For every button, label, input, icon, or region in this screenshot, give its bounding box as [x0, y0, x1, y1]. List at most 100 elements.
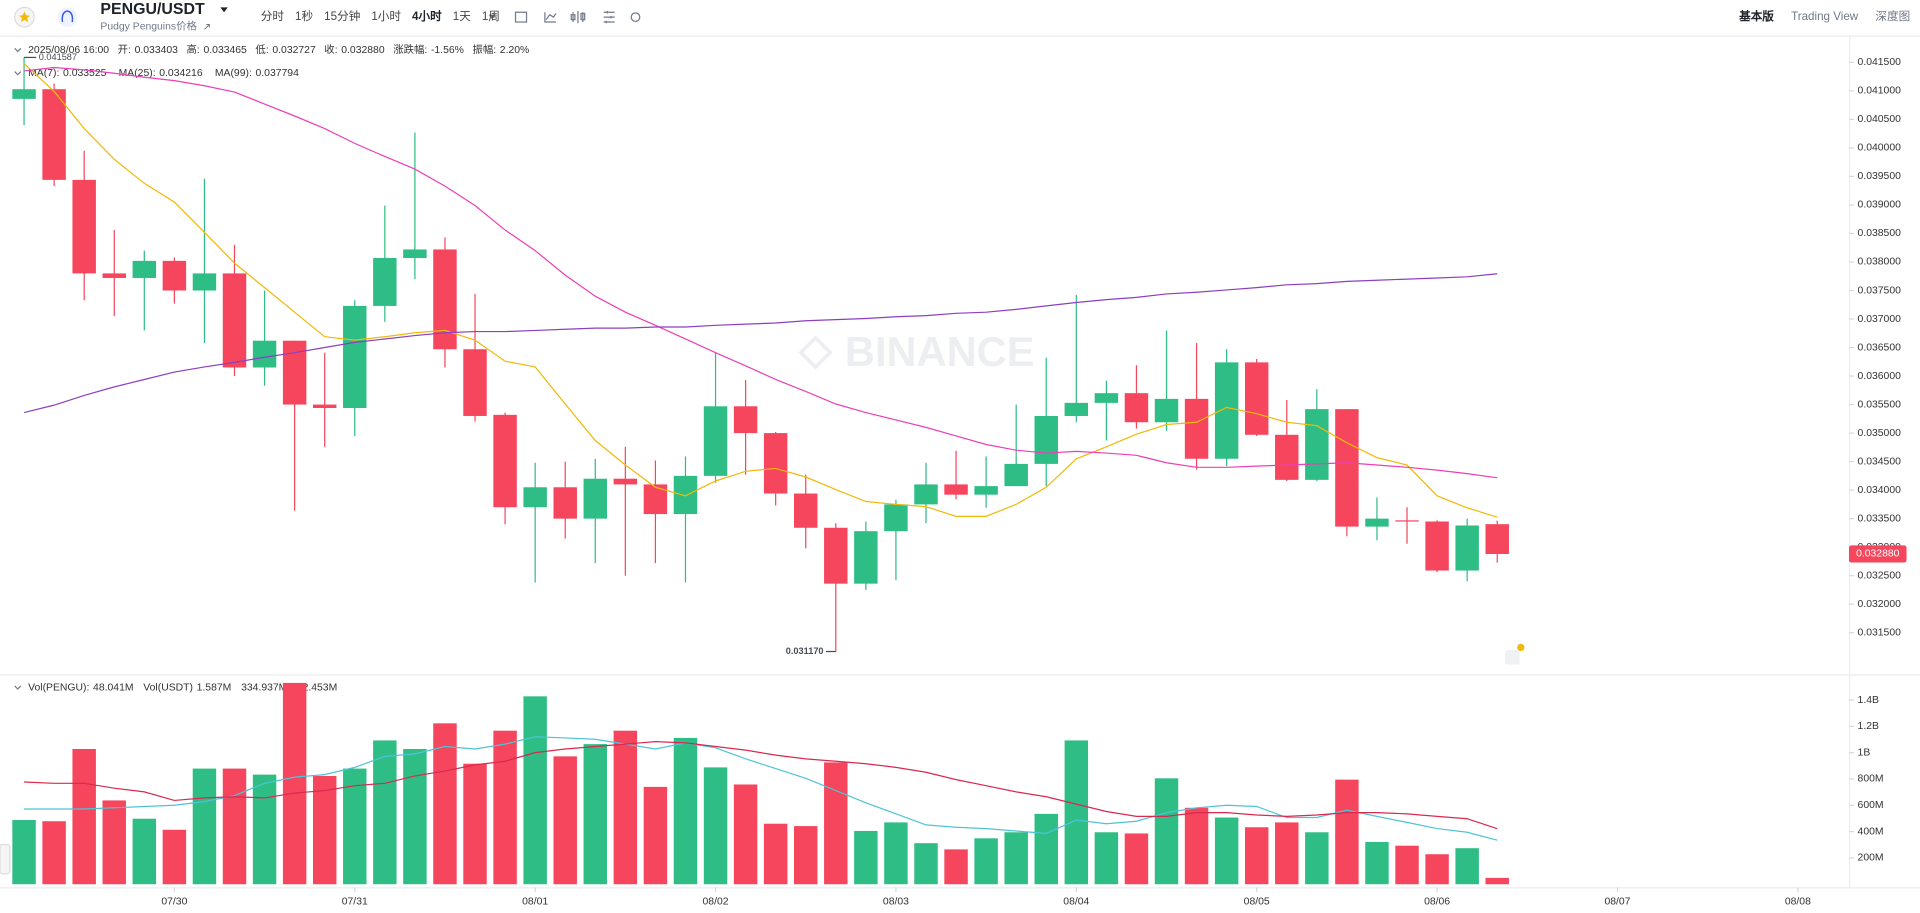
- token-logo-mark: [61, 10, 74, 23]
- volume-bar: [673, 737, 698, 885]
- volume-bar: [102, 800, 126, 885]
- candle-body: [1124, 393, 1149, 423]
- candle-body: [523, 487, 547, 508]
- y-tick-label: 0.034500: [1858, 456, 1902, 467]
- calendar-icon[interactable]: [514, 11, 528, 23]
- ma-legend-value: 0.034216: [159, 68, 203, 79]
- y-tick-label: 0.039500: [1858, 171, 1902, 182]
- vol-y-tick-label: 1B: [1858, 747, 1871, 758]
- volume-bar: [192, 768, 217, 885]
- volume-bar: [132, 818, 157, 885]
- volume-bar: [583, 744, 608, 885]
- volume-bar: [523, 696, 547, 885]
- view-tab[interactable]: 基本版: [1738, 9, 1774, 23]
- candle-body: [733, 406, 758, 434]
- volume-bar: [162, 829, 187, 885]
- y-tick-label: 0.035500: [1858, 399, 1902, 410]
- candle-body: [1034, 415, 1058, 464]
- volume-bar: [493, 730, 517, 885]
- info-value: 0.033465: [204, 45, 248, 56]
- candle-type-icon[interactable]: [570, 11, 586, 24]
- last-price-tag: [1848, 545, 1907, 563]
- volume-bar: [1275, 822, 1299, 885]
- assistant-icon[interactable]: [1504, 649, 1520, 665]
- settings-icon[interactable]: [630, 12, 641, 23]
- candle-body: [433, 249, 457, 350]
- info-value: 0.032727: [272, 45, 316, 56]
- interval-tab[interactable]: 4小时: [412, 9, 442, 23]
- y-tick-label: 0.038000: [1858, 257, 1902, 268]
- view-tab[interactable]: 深度图: [1875, 9, 1910, 23]
- candle-body: [493, 414, 517, 508]
- collapse-icon[interactable]: [14, 47, 22, 53]
- candle-body: [162, 260, 187, 291]
- vol-y-tick-label: 400M: [1858, 826, 1884, 837]
- candle-body: [343, 305, 367, 408]
- interval-tab[interactable]: 分时: [261, 10, 285, 23]
- volume-bar: [854, 830, 878, 885]
- candle-body: [1244, 362, 1269, 435]
- x-tick-label: 08/05: [1244, 897, 1270, 908]
- y-tick-label: 0.036500: [1858, 342, 1902, 353]
- candle-body: [763, 433, 788, 494]
- volume-bar: [613, 730, 638, 885]
- candle-body: [583, 478, 608, 519]
- indicator-icon[interactable]: [544, 12, 557, 23]
- x-tick-label: 08/06: [1424, 897, 1450, 908]
- last-price-label: 0.032880: [1856, 549, 1900, 560]
- interval-more[interactable]: [488, 14, 496, 20]
- info-label: 低:: [255, 43, 268, 56]
- external-link-icon: [204, 23, 210, 30]
- volume-bar: [733, 784, 758, 885]
- view-tab[interactable]: Trading View: [1791, 10, 1859, 23]
- vol-y-tick-label: 600M: [1858, 800, 1884, 811]
- candle-body: [373, 258, 397, 306]
- volume-bar: [1425, 854, 1449, 885]
- symbol[interactable]: PENGU/USDT: [100, 1, 205, 18]
- y-tick-label: 0.037500: [1858, 285, 1902, 296]
- candle-body: [1395, 520, 1419, 522]
- info-value: 2.20%: [500, 45, 529, 56]
- side-scroll-handle[interactable]: [0, 843, 11, 875]
- y-tick-label: 0.038500: [1858, 228, 1902, 239]
- assistant-badge: [1517, 643, 1525, 652]
- volume-bar: [252, 774, 277, 885]
- candle-body: [1094, 393, 1119, 403]
- collapse-icon[interactable]: [14, 685, 22, 690]
- collapse-icon[interactable]: [14, 71, 22, 76]
- candle-body: [1064, 402, 1089, 416]
- ma-legend-value: 0.037794: [256, 68, 300, 79]
- candle-body: [703, 406, 728, 476]
- volume-bar: [944, 849, 968, 885]
- candle-body: [854, 531, 878, 584]
- interval-tab[interactable]: 1周: [482, 10, 500, 23]
- info-value: 0.033403: [135, 45, 179, 56]
- candle-body: [884, 504, 908, 532]
- x-tick-label: 08/02: [703, 897, 729, 908]
- low-marker-label: 0.031170: [786, 646, 824, 656]
- volume-bar: [312, 775, 337, 885]
- volume-bar: [42, 821, 66, 885]
- info-label: 振幅:: [472, 43, 496, 56]
- vol-ma-value: 334.937M: [241, 683, 287, 694]
- candle-body: [1455, 525, 1479, 571]
- y-tick-label: 0.032000: [1858, 599, 1902, 610]
- interval-tab[interactable]: 1天: [453, 10, 471, 23]
- candle-body: [12, 89, 36, 99]
- symbol-dropdown[interactable]: [220, 7, 228, 13]
- candle-body: [1275, 434, 1299, 480]
- settings-list-icon[interactable]: [603, 11, 615, 24]
- watermark-diamond: [798, 335, 833, 370]
- y-tick-label: 0.035000: [1858, 428, 1902, 439]
- candle-body: [1214, 362, 1239, 459]
- volume-bar: [974, 838, 998, 885]
- candle-body: [553, 487, 577, 519]
- volume-bar: [282, 682, 307, 885]
- interval-tab[interactable]: 15分钟: [324, 9, 360, 23]
- vol-legend-name: Vol(PENGU):: [28, 683, 89, 694]
- x-tick-label: 08/07: [1604, 897, 1630, 908]
- subtitle[interactable]: Pudgy Penguins价格: [100, 20, 197, 33]
- interval-tab[interactable]: 1小时: [371, 10, 401, 23]
- interval-tab[interactable]: 1秒: [295, 9, 313, 23]
